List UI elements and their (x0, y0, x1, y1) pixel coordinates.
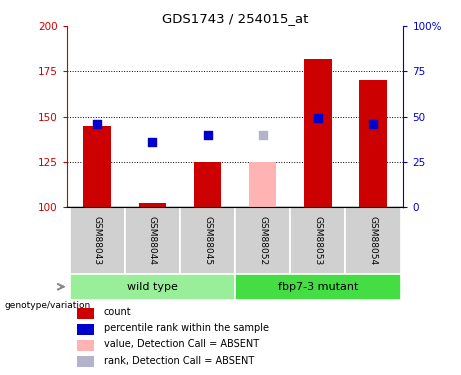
Text: GSM88052: GSM88052 (258, 216, 267, 265)
Point (148, 139, 156, 145)
Bar (77, 308, 94, 319)
Bar (77, 356, 94, 367)
Bar (139, 204, 166, 207)
Text: GSM88045: GSM88045 (203, 216, 212, 265)
Bar (249, 162, 277, 207)
Bar (125, 207, 180, 274)
Bar (77, 324, 94, 334)
Point (94, 121, 101, 127)
Text: rank, Detection Call = ABSENT: rank, Detection Call = ABSENT (104, 356, 254, 366)
Bar (180, 207, 235, 274)
Text: genotype/variation: genotype/variation (5, 301, 91, 310)
Bar (290, 207, 345, 274)
Text: percentile rank within the sample: percentile rank within the sample (104, 323, 269, 333)
Bar (77, 340, 94, 351)
Bar (83, 126, 111, 207)
Title: GDS1743 / 254015_at: GDS1743 / 254015_at (162, 12, 308, 25)
Point (259, 132, 266, 138)
Text: value, Detection Call = ABSENT: value, Detection Call = ABSENT (104, 339, 259, 350)
Text: count: count (104, 308, 131, 317)
Text: GSM88043: GSM88043 (93, 216, 102, 265)
Text: GSM88053: GSM88053 (313, 216, 322, 265)
Text: GSM88054: GSM88054 (368, 216, 378, 265)
Text: fbp7-3 mutant: fbp7-3 mutant (278, 282, 358, 292)
Point (204, 132, 211, 138)
Bar (194, 162, 221, 207)
Text: GSM88044: GSM88044 (148, 216, 157, 265)
Bar (70, 274, 235, 300)
Bar (345, 207, 401, 274)
Point (369, 121, 377, 127)
Bar (304, 59, 331, 207)
Bar (235, 207, 290, 274)
Point (314, 116, 322, 122)
Text: wild type: wild type (127, 282, 178, 292)
Bar (70, 207, 125, 274)
Bar (235, 274, 401, 300)
Bar (359, 81, 387, 207)
